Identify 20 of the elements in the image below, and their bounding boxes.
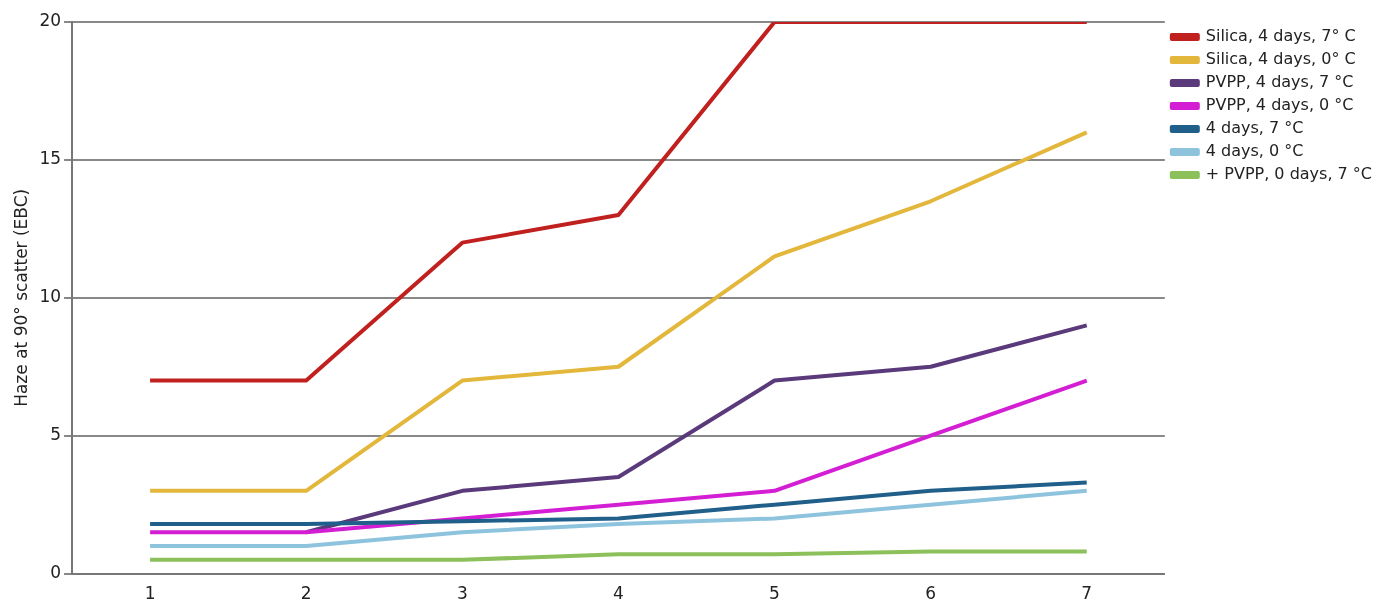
legend-label: 4 days, 7 °C xyxy=(1205,118,1304,138)
legend-label: + PVPP, 0 days, 7 °C xyxy=(1205,164,1373,184)
x-tick-label: 2 xyxy=(300,583,312,604)
legend-label: Silica, 4 days, 7° C xyxy=(1205,26,1356,46)
x-tick-label: 6 xyxy=(925,583,937,604)
legend-label: PVPP, 4 days, 0 °C xyxy=(1205,95,1354,115)
legend-label: Silica, 4 days, 0° C xyxy=(1205,49,1356,69)
legend-label: 4 days, 0 °C xyxy=(1205,141,1304,161)
x-tick-label: 3 xyxy=(456,583,468,604)
x-tick-label: 1 xyxy=(144,583,156,604)
y-tick-label: 15 xyxy=(39,148,62,169)
y-tick-label: 0 xyxy=(50,562,62,583)
y-tick-label: 20 xyxy=(39,10,62,31)
x-tick-label: 7 xyxy=(1081,583,1093,604)
x-tick-label: 4 xyxy=(613,583,624,604)
legend-label: PVPP, 4 days, 7 °C xyxy=(1205,72,1354,92)
x-tick-label: 5 xyxy=(769,583,780,604)
y-tick-label: 10 xyxy=(39,286,62,307)
y-tick-label: 5 xyxy=(50,424,62,445)
y-axis-title: Haze at 90° scatter (EBC) xyxy=(10,188,31,407)
